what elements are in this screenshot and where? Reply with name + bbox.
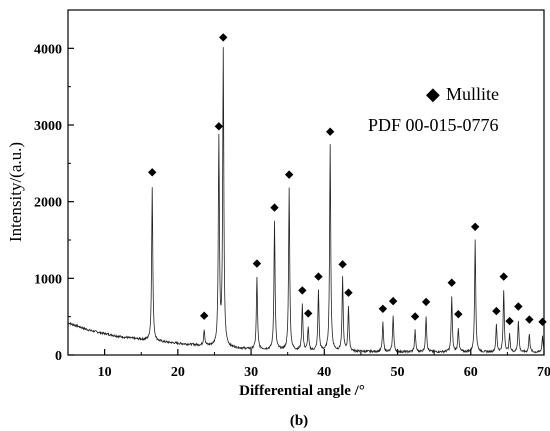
peak-marker: [454, 309, 463, 319]
x-tick-label: 30: [244, 365, 258, 380]
plot-border: [67, 9, 545, 356]
series-line-mullite: [67, 47, 545, 355]
peak-marker: [270, 203, 279, 212]
peak-marker: [284, 170, 294, 179]
legend-label-mullite: Mullite: [446, 84, 499, 104]
peak-marker: [447, 278, 456, 287]
x-tick-label: 50: [391, 365, 405, 380]
peak-marker: [470, 222, 480, 231]
y-tick-label: 3000: [34, 119, 62, 134]
peak-marker: [378, 304, 388, 313]
y-axis: 0 1000 2000 3000 4000: [34, 42, 74, 364]
marker-layer: [148, 33, 547, 327]
y-tick-label: 1000: [34, 272, 62, 287]
peak-marker: [252, 259, 262, 268]
series-layer: [67, 47, 545, 355]
peak-marker: [314, 272, 323, 281]
peak-marker: [298, 286, 307, 295]
x-tick-label: 20: [171, 365, 185, 380]
peak-marker: [214, 122, 224, 131]
peak-marker: [514, 302, 523, 311]
x-axis: 10 20 30 40 50 60 70: [67, 349, 550, 380]
y-tick-label: 0: [55, 349, 62, 364]
peak-marker: [344, 288, 353, 297]
peak-marker: [303, 309, 313, 318]
y-tick-label: 4000: [34, 42, 62, 57]
peak-marker: [525, 315, 534, 324]
peak-marker: [219, 33, 228, 42]
x-tick-label: 70: [537, 365, 550, 380]
legend: ◆ Mullite PDF 00-015-0776: [368, 84, 499, 135]
peak-marker: [499, 272, 508, 281]
x-tick-label: 40: [317, 365, 331, 380]
x-tick-label: 10: [98, 365, 112, 380]
peak-marker: [538, 317, 547, 327]
peak-marker: [338, 260, 347, 269]
peak-marker: [492, 306, 501, 316]
figure-caption: (b): [290, 413, 308, 429]
legend-marker-mullite: ◆: [426, 84, 440, 104]
peak-marker: [410, 312, 420, 321]
peak-marker: [200, 311, 209, 320]
peak-marker: [148, 168, 157, 177]
peak-marker: [421, 297, 431, 307]
x-tick-label: 60: [464, 365, 478, 380]
y-tick-label: 2000: [34, 196, 62, 211]
plot-frame: [67, 9, 545, 356]
legend-label-pdf: PDF 00-015-0776: [368, 115, 499, 135]
y-axis-title: Intensity/(a.u.): [6, 142, 25, 242]
peak-marker: [325, 127, 335, 136]
x-axis-title: Differential angle /°: [239, 383, 365, 399]
peak-marker: [505, 316, 514, 326]
peak-marker: [388, 296, 398, 306]
